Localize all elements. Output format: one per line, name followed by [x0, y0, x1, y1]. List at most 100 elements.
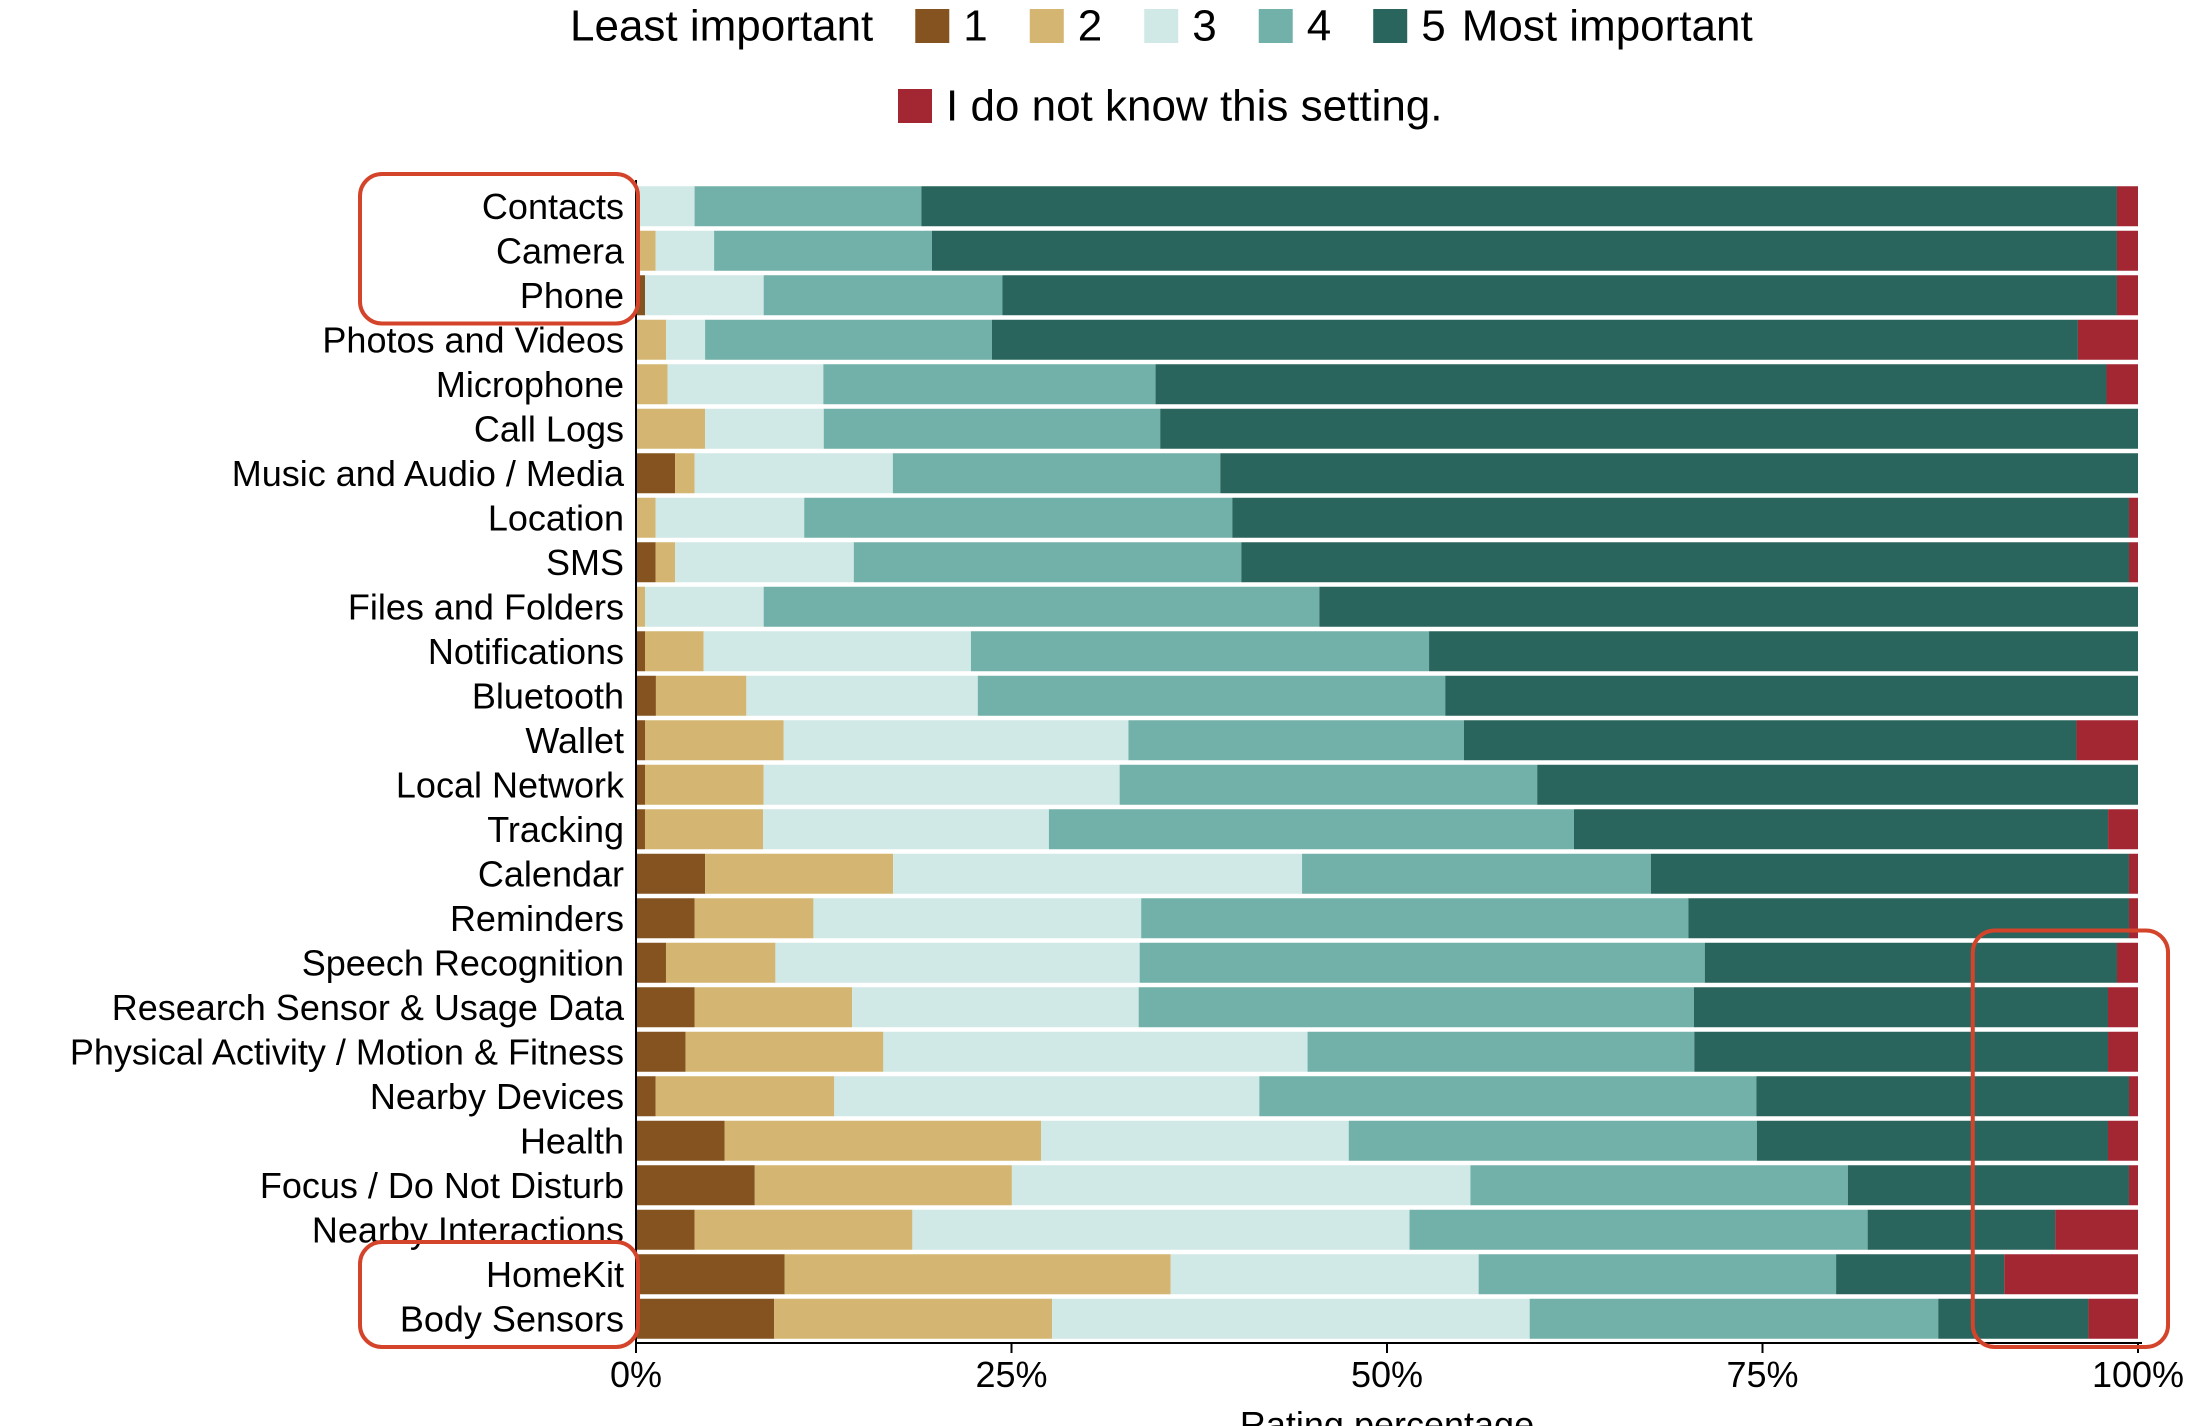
bar-call-logs-3: [705, 408, 824, 449]
bar-microphone-3: [667, 364, 824, 405]
bar-nearby-interactions-3: [912, 1209, 1410, 1250]
bar-calendar-1: [636, 853, 706, 894]
bar-speech-recognition-1: [636, 942, 666, 983]
bar-tracking-1: [636, 809, 645, 850]
bar-photos-and-videos-5: [991, 319, 2078, 360]
bar-homekit-4: [1478, 1254, 1837, 1295]
category-label-photos-and-videos: Photos and Videos: [322, 319, 624, 360]
bar-camera-3: [655, 230, 715, 271]
bar-homekit-1: [636, 1254, 785, 1295]
category-label-body-sensors: Body Sensors: [400, 1298, 624, 1339]
bar-nearby-devices-2: [655, 1076, 835, 1117]
bar-focus-do-not-disturb-3: [1011, 1165, 1471, 1206]
bar-focus-do-not-disturb-4: [1470, 1165, 1848, 1206]
bars: [636, 186, 2138, 1339]
legend: Least important 1 2 3 4 5 Most important I do n…: [570, 2, 1753, 131]
bar-body-sensors-5: [1938, 1298, 2089, 1339]
legend-swatch-2: [1029, 9, 1064, 43]
bar-health-4: [1348, 1120, 1757, 1161]
bar-research-sensor-usage-data-3: [852, 987, 1139, 1028]
bar-tracking-4: [1048, 809, 1574, 850]
bar-wallet-3: [783, 720, 1129, 761]
bar-focus-do-not-disturb-i-do-not-know-this-setting: [2128, 1165, 2138, 1206]
bar-physical-activity-motion-fitness-4: [1307, 1031, 1695, 1072]
bar-speech-recognition-i-do-not-know-this-setting: [2117, 942, 2138, 983]
bar-homekit-2: [784, 1254, 1171, 1295]
bar-location-5: [1232, 497, 2129, 538]
bar-health-1: [636, 1120, 725, 1161]
bar-focus-do-not-disturb-2: [754, 1165, 1012, 1206]
x-tick-label-4: 100%: [2092, 1354, 2184, 1395]
legend-swatch-1: [915, 9, 950, 43]
category-label-call-logs: Call Logs: [474, 408, 624, 449]
bar-nearby-interactions-4: [1409, 1209, 1868, 1250]
bar-contacts-4: [694, 186, 922, 227]
bar-sms-3: [675, 542, 854, 583]
bar-phone-4: [763, 275, 1003, 316]
bar-physical-activity-motion-fitness-i-do-not-know-this-setting: [2108, 1031, 2138, 1072]
bar-nearby-devices-4: [1259, 1076, 1757, 1117]
bar-microphone-4: [823, 364, 1156, 405]
category-label-tracking: Tracking: [487, 809, 624, 850]
bar-music-and-audio-media-2: [675, 453, 695, 494]
bar-nearby-interactions-5: [1867, 1209, 2056, 1250]
bar-local-network-1: [636, 764, 646, 805]
bar-bluetooth-5: [1445, 675, 2138, 716]
bar-files-and-folders-3: [645, 586, 764, 627]
bar-photos-and-videos-4: [705, 319, 992, 360]
bar-camera-2: [636, 230, 656, 271]
bar-bluetooth-1: [636, 675, 656, 716]
bar-call-logs-5: [1160, 408, 2138, 449]
x-axis-title: Rating percentage: [1240, 1404, 1534, 1426]
bar-homekit-5: [1836, 1254, 2005, 1295]
bar-wallet-2: [645, 720, 784, 761]
bar-camera-i-do-not-know-this-setting: [2116, 230, 2138, 271]
bar-notifications-2: [645, 631, 704, 672]
bar-tracking-2: [644, 809, 764, 850]
category-label-calendar: Calendar: [478, 853, 624, 894]
bar-photos-and-videos-3: [666, 319, 706, 360]
bar-nearby-devices-1: [636, 1076, 656, 1117]
bar-location-2: [636, 497, 656, 538]
bar-body-sensors-2: [774, 1298, 1053, 1339]
bar-body-sensors-1: [636, 1298, 775, 1339]
legend-label-4: 4: [1307, 2, 1331, 51]
legend-label-3: 3: [1192, 2, 1216, 51]
category-label-wallet: Wallet: [525, 720, 624, 761]
highlight-box-0: [358, 172, 640, 326]
highlight-box-1: [358, 1240, 640, 1349]
bar-local-network-4: [1119, 764, 1538, 805]
legend-swatch-4: [1258, 9, 1293, 43]
bar-local-network-2: [645, 764, 764, 805]
category-label-music-and-audio-media: Music and Audio / Media: [232, 453, 625, 494]
bar-bluetooth-3: [746, 675, 978, 716]
bar-local-network-5: [1537, 764, 2138, 805]
category-label-microphone: Microphone: [436, 364, 624, 405]
bar-notifications-3: [703, 631, 971, 672]
bar-calendar-3: [893, 853, 1303, 894]
bar-research-sensor-usage-data-2: [694, 987, 853, 1028]
bar-music-and-audio-media-4: [892, 453, 1221, 494]
bar-physical-activity-motion-fitness-2: [685, 1031, 884, 1072]
bar-homekit-3: [1170, 1254, 1479, 1295]
category-label-reminders: Reminders: [450, 898, 624, 939]
bar-body-sensors-3: [1052, 1298, 1530, 1339]
bar-wallet-i-do-not-know-this-setting: [2076, 720, 2138, 761]
bar-call-logs-2: [636, 408, 706, 449]
legend-label-1: 1: [963, 2, 987, 51]
bar-microphone-2: [636, 364, 668, 405]
bar-reminders-4: [1141, 898, 1689, 939]
category-label-files-and-folders: Files and Folders: [348, 586, 624, 627]
bar-reminders-2: [694, 898, 814, 939]
bar-music-and-audio-media-1: [636, 453, 676, 494]
bar-wallet-4: [1128, 720, 1464, 761]
bar-camera-5: [931, 230, 2117, 271]
x-axis: 0% 25% 50% 75% 100% Rating percentage: [610, 180, 2184, 1426]
bar-calendar-2: [705, 853, 894, 894]
category-label-speech-recognition: Speech Recognition: [302, 942, 624, 983]
bar-notifications-4: [970, 631, 1430, 672]
bar-physical-activity-motion-fitness-5: [1694, 1031, 2109, 1072]
highlight-boxes: [358, 172, 2171, 1349]
